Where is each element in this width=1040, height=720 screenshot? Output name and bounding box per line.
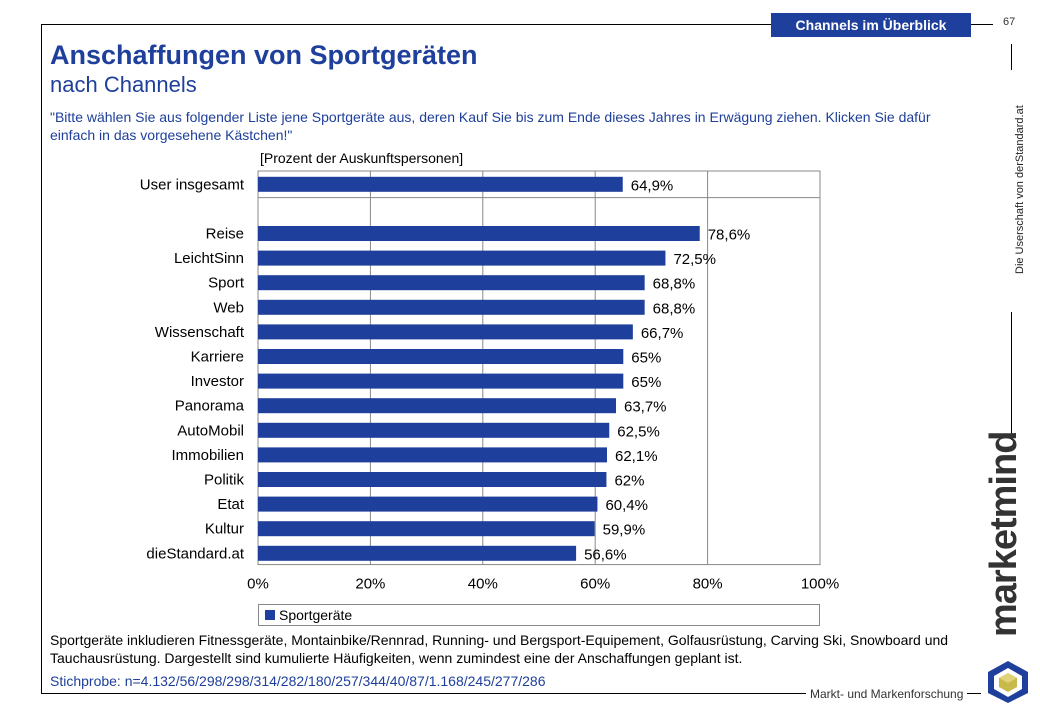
- data-label: 78,6%: [708, 227, 751, 244]
- bar: [258, 496, 598, 512]
- category-label: Karriere: [191, 349, 244, 366]
- data-label: 56,6%: [584, 546, 627, 563]
- x-tick-label: 80%: [693, 576, 723, 593]
- data-label: 62%: [614, 473, 644, 490]
- side-caption: Die Userschaft von derStandard.at: [1014, 105, 1026, 275]
- data-label: 65%: [631, 374, 661, 391]
- data-label: 68,8%: [653, 276, 696, 293]
- category-label: dieStandard.at: [146, 545, 244, 562]
- section-tab: Channels im Überblick: [771, 13, 971, 37]
- legend-label: Sportgeräte: [279, 607, 353, 623]
- page-subtitle: nach Channels: [50, 72, 197, 97]
- data-label: 65%: [631, 350, 661, 367]
- category-label: Etat: [217, 496, 245, 513]
- bar: [258, 226, 700, 241]
- x-tick-label: 40%: [468, 576, 498, 593]
- x-tick-label: 0%: [247, 576, 269, 593]
- bar: [258, 299, 645, 315]
- x-tick-label: 100%: [801, 576, 839, 593]
- data-label: 64,9%: [631, 177, 674, 194]
- bar: [258, 545, 577, 561]
- marketmind-logo-icon: [988, 661, 1028, 703]
- category-label: Wissenschaft: [155, 324, 245, 341]
- chart-legend: Sportgeräte: [258, 604, 820, 626]
- category-label: AutoMobil: [177, 422, 244, 439]
- data-label: 68,8%: [653, 300, 696, 317]
- frame-top-line: [41, 24, 993, 25]
- side-rule-middle: [1011, 312, 1012, 440]
- legend-swatch: [265, 610, 275, 620]
- category-label: Politik: [204, 472, 245, 489]
- category-label: LeichtSinn: [174, 250, 244, 267]
- category-label: Reise: [206, 226, 244, 243]
- category-label: Immobilien: [171, 447, 244, 464]
- category-label: Kultur: [205, 521, 244, 538]
- frame-bottom-line: [41, 693, 791, 694]
- data-label: 66,7%: [641, 325, 684, 342]
- category-label: User insgesamt: [140, 176, 245, 193]
- sample-size: Stichprobe: n=4.132/56/298/298/314/282/1…: [50, 673, 546, 689]
- bar: [258, 422, 610, 438]
- category-label: Investor: [191, 373, 244, 390]
- page-number: 67: [1003, 16, 1016, 28]
- bar: [258, 398, 616, 414]
- bar: [258, 324, 633, 340]
- data-label: 60,4%: [605, 497, 648, 514]
- bar: [258, 373, 624, 389]
- page-title: Anschaffungen von Sportgeräten: [50, 40, 478, 70]
- survey-question: "Bitte wählen Sie aus folgender Liste je…: [50, 109, 931, 143]
- bar: [258, 275, 645, 291]
- x-tick-label: 60%: [580, 576, 610, 593]
- category-label: Panorama: [175, 398, 245, 415]
- bar: [258, 250, 666, 266]
- bar: [258, 349, 624, 364]
- bar-chart: 0% 20% 40% 60% 80% 100% User insgesamt 64,9% Rei…: [140, 170, 839, 593]
- x-tick-label: 20%: [355, 576, 385, 593]
- data-label: 62,5%: [617, 423, 660, 440]
- side-rule-top: [1011, 44, 1012, 70]
- data-label: 59,9%: [603, 522, 646, 539]
- bar: [258, 472, 607, 487]
- frame-left-line: [41, 24, 42, 694]
- data-label: 62,1%: [615, 448, 658, 465]
- data-label: 63,7%: [624, 399, 667, 416]
- bar: [258, 447, 608, 463]
- footnote: Sportgeräte inkludieren Fitnessgeräte, M…: [50, 632, 949, 666]
- brand-wordmark: marketmind: [983, 431, 1025, 637]
- data-label: 72,5%: [673, 251, 716, 268]
- tagline: Markt- und Markenforschung: [806, 687, 968, 701]
- bar: [258, 521, 595, 537]
- category-label: Web: [213, 299, 244, 316]
- bar: [258, 176, 623, 192]
- category-label: Sport: [208, 275, 245, 292]
- unit-label: [Prozent der Auskunftspersonen]: [260, 150, 464, 166]
